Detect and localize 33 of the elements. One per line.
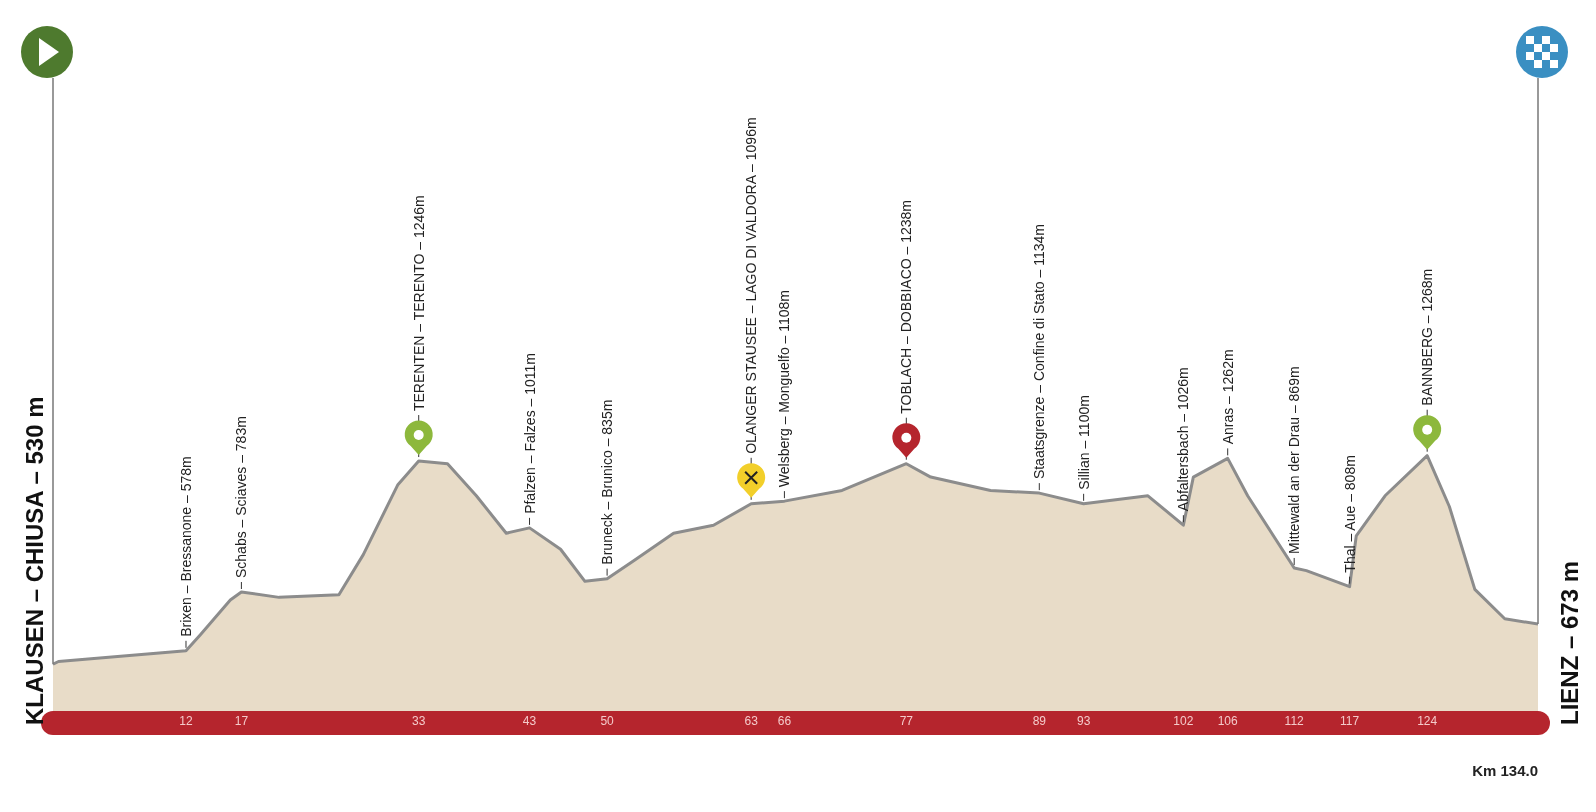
annotation: Bruneck – Brunico – 835m <box>599 399 616 565</box>
x-tick-label: 112 <box>1284 714 1305 729</box>
x-tick-label: 117 <box>1340 714 1360 729</box>
annotation: TERENTEN – TERENTO – 1246m <box>410 195 427 412</box>
annotation: Pfalzen – Falzes – 1011m <box>521 353 538 514</box>
x-tick-label: 89 <box>1032 714 1047 729</box>
x-tick-label: 66 <box>777 714 792 729</box>
x-tick-label: 102 <box>1173 714 1194 729</box>
annotation: Staatsgrenze – Confine di Stato – 1134m <box>1031 224 1048 480</box>
annotation: Sillian – 1100m <box>1075 395 1092 490</box>
x-tick-label: 77 <box>899 714 914 729</box>
text: Km 134.0 <box>1472 762 1538 779</box>
annotation: Mittewald an der Drau – 869m <box>1286 366 1303 554</box>
annotation: KLAUSEN – CHIUSA – 530 m <box>21 396 48 725</box>
x-tick-label: 93 <box>1076 714 1091 729</box>
x-tick-label: 124 <box>1417 714 1438 729</box>
annotation: LIENZ – 673 m <box>1556 560 1583 725</box>
annotation: Brixen – Bressanone – 578m <box>177 456 194 637</box>
x-tick-label: 17 <box>234 714 249 729</box>
annotation: Thal – Aue – 808m <box>1341 455 1358 573</box>
x-tick-label: 33 <box>412 714 426 729</box>
annotation: Schabs – Sciaves – 783m <box>233 416 250 579</box>
annotation: Abfaltersbach – 1026m <box>1175 367 1192 512</box>
annotation: BANNBERG – 1268m <box>1419 268 1436 406</box>
annotation: Welsberg – Monguelfo – 1108m <box>776 289 793 488</box>
x-tick-label: 50 <box>600 714 615 729</box>
x-tick-label: 43 <box>522 714 537 729</box>
x-tick-label: 106 <box>1217 714 1239 729</box>
x-tick-label: 63 <box>744 714 759 729</box>
annotation: TOBLACH – DOBBIACO – 1238m <box>898 199 915 414</box>
annotation: Anras – 1262m <box>1219 349 1236 445</box>
x-tick-label: 12 <box>179 714 193 729</box>
annotation: OLANGER STAUSEE – LAGO DI VALDORA – 1096m <box>743 117 760 454</box>
